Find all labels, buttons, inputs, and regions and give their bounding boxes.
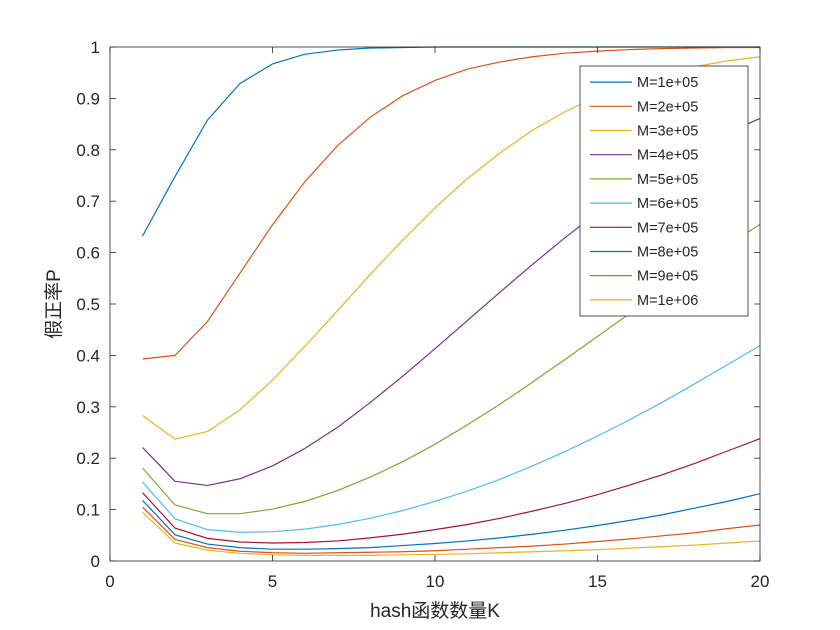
- series-line-8: [142, 493, 761, 550]
- series-line-7: [142, 438, 761, 544]
- x-tick-label: 10: [426, 572, 445, 591]
- x-tick-label: 20: [751, 572, 770, 591]
- y-tick-label: 0.8: [76, 141, 100, 160]
- legend-label-4: M=4e+05: [637, 148, 698, 164]
- y-tick-label: 0.6: [76, 244, 100, 263]
- y-tick-label: 1: [91, 38, 100, 57]
- legend-label-3: M=3e+05: [637, 124, 698, 140]
- y-axis-title: 假正率P: [43, 269, 65, 339]
- y-tick-label: 0.2: [76, 449, 100, 468]
- y-tick-label: 0.5: [76, 295, 100, 314]
- y-tick-label: 0.4: [76, 346, 100, 365]
- legend-box: [579, 65, 749, 317]
- series-line-2: [142, 46, 760, 360]
- x-tick-label: 15: [588, 572, 607, 591]
- y-tick-label: 0.3: [76, 398, 100, 417]
- x-tick-label: 5: [268, 572, 277, 591]
- series-line-9: [142, 506, 761, 554]
- legend-label-6: M=6e+05: [637, 196, 698, 212]
- legend-label-9: M=9e+05: [637, 269, 698, 285]
- y-tick-label: 0.1: [76, 501, 100, 520]
- legend-label-5: M=5e+05: [637, 172, 698, 188]
- y-tick-label: 0: [91, 552, 100, 571]
- y-tick-label: 0.9: [76, 89, 100, 108]
- legend-label-1: M=1e+05: [637, 75, 698, 91]
- legend-label-8: M=8e+05: [637, 245, 698, 261]
- legend-label-10: M=1e+06: [637, 293, 698, 309]
- ticks-layer: 0 5 10 15 20 0 0.1 0.2 0.3 0.4 0.5 0.6 0.7 0.8 0.9 1: [76, 38, 769, 591]
- legend-label-2: M=2e+05: [637, 99, 698, 115]
- series-layer: [141, 46, 761, 556]
- x-tick-label: 0: [105, 572, 114, 591]
- y-tick-label: 0.7: [76, 192, 100, 211]
- series-line-6: [142, 345, 761, 533]
- series-line-10: [142, 511, 761, 556]
- x-axis-title: hash函数数量K: [370, 600, 500, 622]
- legend-label-7: M=7e+05: [637, 220, 698, 236]
- legend: M=1e+05 M=2e+05 M=3e+05 M=4e+05 M=5e+05 M=6e+…: [579, 65, 749, 317]
